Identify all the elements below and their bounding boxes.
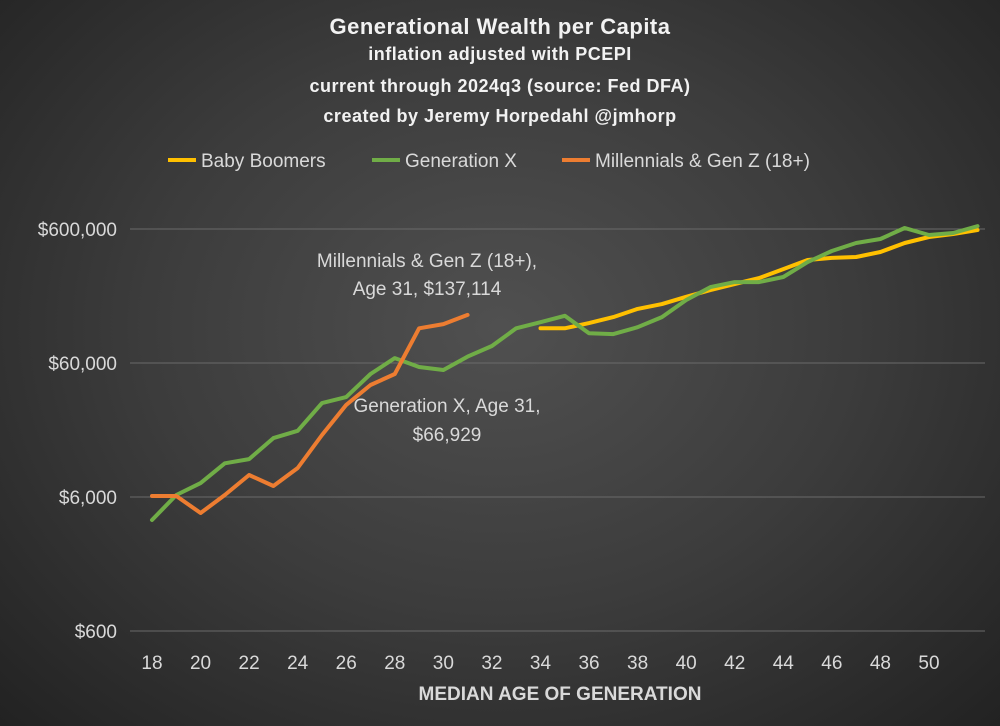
x-tick-label: 20: [190, 653, 211, 674]
x-tick-label: 22: [239, 653, 260, 674]
chart-subtitle-3: created by Jeremy Horpedahl @jmhorp: [323, 106, 677, 126]
annotation-label: Age 31, $137,114: [353, 279, 502, 300]
y-tick-label: $60,000: [48, 354, 117, 375]
annotation-label: $66,929: [413, 425, 482, 446]
x-tick-label: 38: [627, 653, 648, 674]
x-tick-label: 24: [287, 653, 309, 674]
x-tick-label: 34: [530, 653, 552, 674]
y-tick-label: $600,000: [38, 220, 117, 241]
x-tick-label: 46: [821, 653, 842, 674]
x-tick-label: 40: [676, 653, 697, 674]
legend-label: Millennials & Gen Z (18+): [595, 151, 810, 172]
chart-subtitle-2: current through 2024q3 (source: Fed DFA): [309, 76, 691, 96]
x-tick-label: 26: [336, 653, 357, 674]
annotation-label: Millennials & Gen Z (18+),: [317, 251, 537, 272]
x-tick-label: 32: [481, 653, 502, 674]
x-tick-label: 28: [384, 653, 405, 674]
series-line-baby-boomers: [538, 228, 980, 331]
chart-subtitle-1: inflation adjusted with PCEPI: [368, 44, 632, 64]
y-tick-label: $6,000: [59, 488, 117, 509]
x-tick-label: 48: [870, 653, 891, 674]
x-tick-label: 36: [578, 653, 599, 674]
series-line-millennials-gen-z-18-: [150, 312, 470, 515]
x-axis-title: MEDIAN AGE OF GENERATION: [419, 684, 702, 705]
y-tick-label: $600: [75, 622, 117, 643]
chart-title: Generational Wealth per Capita: [329, 14, 671, 39]
legend-label: Generation X: [405, 151, 517, 172]
x-tick-label: 50: [918, 653, 939, 674]
series-line-generation-x: [150, 224, 980, 522]
annotation-label: Generation X, Age 31,: [354, 396, 541, 417]
x-tick-label: 18: [141, 653, 162, 674]
x-tick-label: 30: [433, 653, 454, 674]
x-tick-label: 42: [724, 653, 745, 674]
legend-label: Baby Boomers: [201, 151, 326, 172]
x-tick-label: 44: [773, 653, 795, 674]
